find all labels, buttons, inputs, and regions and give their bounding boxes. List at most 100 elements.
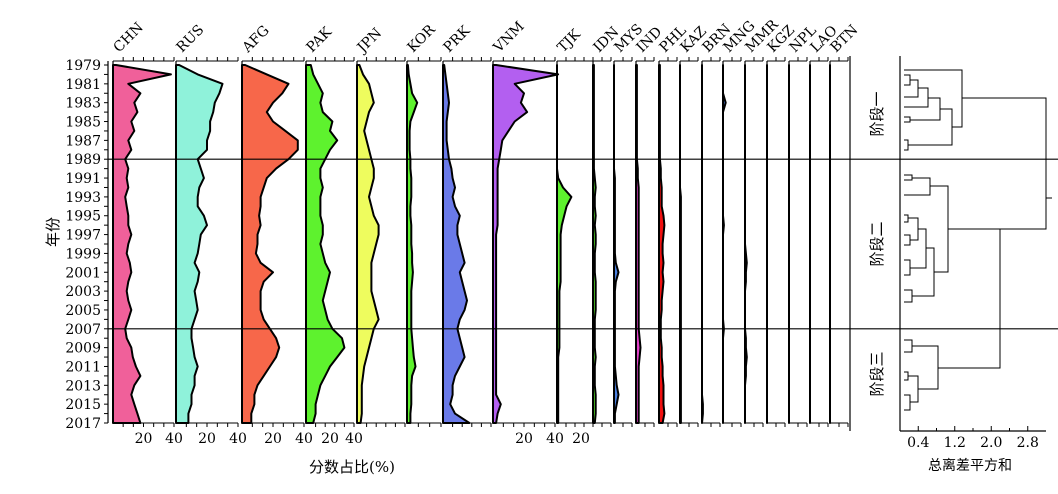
- dendro-link: [904, 289, 913, 303]
- dendro-link: [930, 185, 949, 273]
- dendro-tick-label: 0.4: [907, 435, 929, 451]
- panel-idn: IDN: [591, 24, 622, 427]
- x-tick-label: 40: [165, 431, 183, 447]
- panel-pak: PAK: [304, 24, 355, 427]
- dendro-link: [904, 174, 913, 181]
- area-pak: [305, 64, 346, 424]
- panel-kgz: KGZ: [765, 22, 798, 427]
- dendro-tick-label: 2.8: [1017, 435, 1039, 451]
- area-chn: [112, 64, 172, 424]
- year-tick-label: 2005: [65, 303, 101, 319]
- series-panels: CHN RUS AFG PAK JPN KOR PRK VNM TJK IDNMYSINDPHLK…: [111, 16, 862, 447]
- year-tick-label: 1985: [65, 115, 101, 131]
- year-tick-label: 1991: [65, 171, 101, 187]
- panel-lao: LAO: [808, 23, 841, 427]
- dendro-link: [904, 74, 911, 86]
- area-rus: [175, 64, 224, 424]
- dendro-link: [904, 394, 911, 411]
- dendro-link: [904, 79, 919, 98]
- panel-btn: BTN: [828, 22, 861, 427]
- x-axis-title: 分数占比(%): [309, 458, 395, 476]
- year-tick-label: 1989: [65, 152, 101, 168]
- series-label-rus: RUS: [174, 22, 208, 56]
- area-mys: [613, 64, 620, 424]
- panel-rus: RUS: [174, 22, 239, 427]
- area-afg: [241, 64, 299, 424]
- year-tick-label: 2003: [65, 284, 101, 300]
- stage-label-2: 阶段二: [868, 221, 886, 266]
- area-prk: [442, 64, 471, 424]
- panel-npl: NPL: [787, 23, 820, 427]
- panel-vnm: VNM: [490, 19, 560, 427]
- series-label-tjk: TJK: [555, 26, 585, 56]
- series-label-vnm: VNM: [490, 19, 528, 57]
- year-tick-label: 1979: [65, 58, 101, 74]
- year-tick-label: 2007: [65, 322, 101, 338]
- panel-prk: PRK: [441, 23, 492, 427]
- year-tick-label: 2015: [65, 397, 101, 413]
- dendro-link: [904, 339, 913, 353]
- dendro-link: [910, 97, 941, 121]
- panel-brn: BRN: [700, 21, 734, 427]
- dendro-link: [908, 108, 953, 146]
- panel-chn: CHN: [111, 20, 175, 427]
- year-tick-label: 2011: [65, 359, 101, 375]
- year-tick-label: 1997: [65, 228, 101, 244]
- dendro-tick-label: 1.2: [944, 435, 966, 451]
- area-kor: [406, 64, 419, 424]
- dendro-link: [948, 97, 1047, 230]
- dendro-link: [904, 116, 911, 123]
- series-label-kor: KOR: [405, 21, 439, 55]
- year-tick-label: 2009: [65, 341, 101, 357]
- area-jpn: [356, 64, 380, 424]
- dendro-link: [912, 345, 939, 390]
- panel-kaz: KAZ: [678, 23, 710, 427]
- year-tick-label: 2017: [65, 416, 101, 432]
- x-tick-label: 40: [345, 431, 363, 447]
- area-ind: [635, 64, 642, 424]
- stage-label-3: 阶段三: [868, 351, 886, 396]
- dendro-link: [904, 214, 909, 223]
- area-phl: [658, 64, 666, 424]
- x-tick-label: 20: [321, 431, 339, 447]
- dendro-link: [904, 259, 911, 276]
- year-tick-label: 2001: [65, 265, 101, 281]
- year-tick-label: 1987: [65, 133, 101, 149]
- x-tick-label: 20: [264, 431, 282, 447]
- x-tick-label: 20: [515, 431, 533, 447]
- series-label-pak: PAK: [304, 24, 336, 56]
- series-label-afg: AFG: [239, 23, 273, 57]
- year-axis: 1979 1981 1983 1985 1987 1989 1991 1993 1995 1997…: [65, 58, 109, 432]
- dendro-link: [948, 228, 1001, 369]
- x-tick-label: 40: [295, 431, 313, 447]
- dendro-link: [912, 247, 935, 297]
- area-vnm: [492, 64, 560, 424]
- area-idn: [592, 64, 597, 424]
- panel-phl: PHL: [657, 23, 690, 427]
- series-label-jpn: JPN: [353, 25, 385, 57]
- panel-afg: AFG: [239, 23, 305, 427]
- panel-mmr: MMR: [743, 16, 782, 427]
- panel-kor: KOR: [405, 21, 442, 427]
- x-tick-label: 20: [198, 431, 216, 447]
- area-tjk: [556, 64, 573, 424]
- panel-jpn: JPN: [353, 25, 406, 427]
- year-tick-label: 1983: [65, 96, 101, 112]
- panel-mng: MNG: [721, 18, 759, 427]
- x-tick-label: 20: [135, 431, 153, 447]
- year-tick-label: 1995: [65, 209, 101, 225]
- dendro-link: [904, 139, 909, 151]
- series-label-prk: PRK: [441, 23, 474, 56]
- panel-mys: MYS: [612, 21, 646, 427]
- dendro-link: [904, 234, 911, 246]
- year-tick-label: 1993: [65, 190, 101, 206]
- dendro-link: [904, 371, 909, 381]
- panel-tjk: TJK: [555, 26, 594, 427]
- x-tick-label: 40: [229, 431, 247, 447]
- dendro-link: [904, 177, 931, 196]
- x-tick-label: 40: [546, 431, 564, 447]
- dendrogram-x-title: 总离差平方和: [928, 457, 1012, 474]
